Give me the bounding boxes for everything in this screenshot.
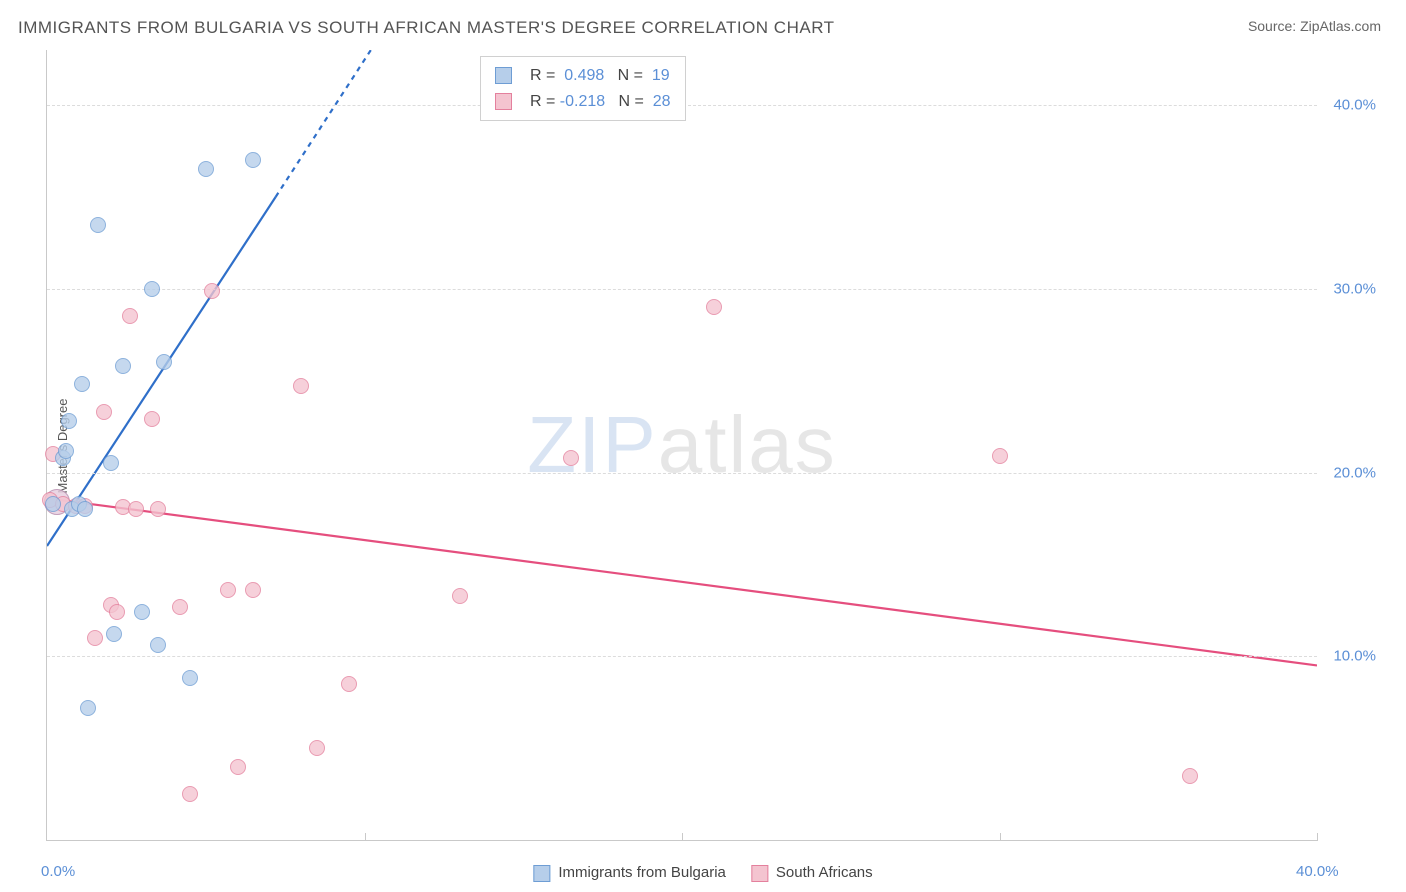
scatter-point	[150, 501, 166, 517]
scatter-point	[80, 700, 96, 716]
gridline	[47, 473, 1317, 474]
scatter-point	[182, 670, 198, 686]
scatter-point	[122, 308, 138, 324]
bottom-legend: Immigrants from Bulgaria South Africans	[533, 864, 872, 882]
scatter-point	[109, 604, 125, 620]
legend-item: Immigrants from Bulgaria	[533, 864, 726, 882]
stat-legend: R = 0.498 N = 19 R = -0.218 N = 28	[480, 56, 686, 121]
source-text: Source: ZipAtlas.com	[1248, 18, 1381, 34]
y-tick-label: 20.0%	[1333, 464, 1376, 481]
x-tick	[682, 833, 683, 841]
scatter-point	[182, 786, 198, 802]
scatter-point	[563, 450, 579, 466]
legend-swatch-icon	[751, 865, 768, 882]
gridline	[47, 289, 1317, 290]
chart-title: IMMIGRANTS FROM BULGARIA VS SOUTH AFRICA…	[18, 18, 835, 38]
scatter-point	[144, 281, 160, 297]
scatter-point	[115, 358, 131, 374]
y-tick-label: 30.0%	[1333, 280, 1376, 297]
stat-legend-row: R = 0.498 N = 19	[495, 63, 671, 89]
scatter-point	[706, 299, 722, 315]
legend-swatch-icon	[495, 93, 512, 110]
scatter-point	[309, 740, 325, 756]
x-tick	[1317, 833, 1318, 841]
scatter-point	[45, 496, 61, 512]
legend-item: South Africans	[751, 864, 873, 882]
x-axis-max-label: 40.0%	[1296, 863, 1339, 880]
scatter-point	[1182, 768, 1198, 784]
legend-swatch-icon	[533, 865, 550, 882]
stat-legend-row: R = -0.218 N = 28	[495, 89, 671, 115]
legend-swatch-icon	[495, 67, 512, 84]
scatter-point	[103, 455, 119, 471]
scatter-point	[992, 448, 1008, 464]
scatter-point	[90, 217, 106, 233]
scatter-point	[150, 637, 166, 653]
scatter-point	[172, 599, 188, 615]
scatter-point	[452, 588, 468, 604]
x-tick	[1000, 833, 1001, 841]
scatter-point	[220, 582, 236, 598]
scatter-point	[77, 501, 93, 517]
scatter-point	[341, 676, 357, 692]
trendline	[47, 498, 1317, 665]
scatter-point	[156, 354, 172, 370]
scatter-point	[61, 413, 77, 429]
scatter-point	[245, 152, 261, 168]
scatter-point	[128, 501, 144, 517]
scatter-point	[293, 378, 309, 394]
gridline	[47, 656, 1317, 657]
scatter-point	[204, 283, 220, 299]
scatter-point	[134, 604, 150, 620]
scatter-point	[144, 411, 160, 427]
scatter-point	[245, 582, 261, 598]
scatter-point	[87, 630, 103, 646]
y-tick-label: 10.0%	[1333, 648, 1376, 665]
x-axis-origin-label: 0.0%	[41, 863, 75, 880]
scatter-point	[74, 376, 90, 392]
x-tick	[365, 833, 366, 841]
watermark: ZIPatlas	[527, 399, 836, 491]
scatter-point	[198, 161, 214, 177]
scatter-plot-area: ZIPatlas	[46, 50, 1317, 841]
trendline	[276, 50, 371, 197]
scatter-point	[230, 759, 246, 775]
y-tick-label: 40.0%	[1333, 97, 1376, 114]
scatter-point	[58, 443, 74, 459]
scatter-point	[106, 626, 122, 642]
trendline	[47, 197, 276, 546]
scatter-point	[96, 404, 112, 420]
